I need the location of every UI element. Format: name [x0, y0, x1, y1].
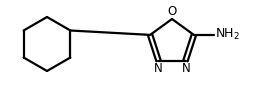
Text: N: N [182, 62, 190, 75]
Text: NH$_2$: NH$_2$ [215, 27, 240, 42]
Text: N: N [154, 62, 162, 75]
Text: O: O [168, 4, 177, 17]
